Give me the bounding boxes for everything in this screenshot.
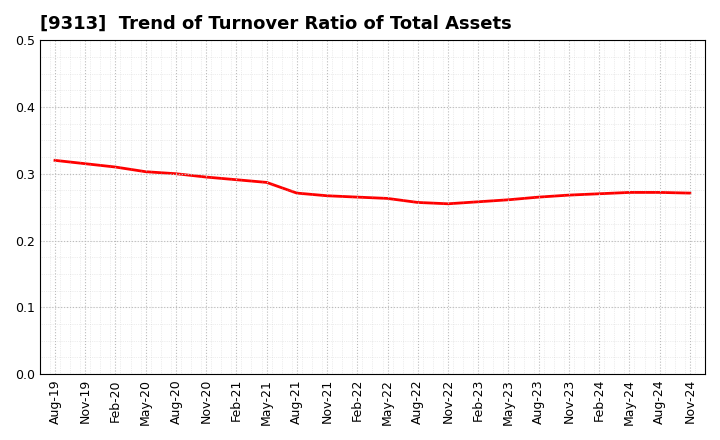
Text: [9313]  Trend of Turnover Ratio of Total Assets: [9313] Trend of Turnover Ratio of Total … <box>40 15 512 33</box>
